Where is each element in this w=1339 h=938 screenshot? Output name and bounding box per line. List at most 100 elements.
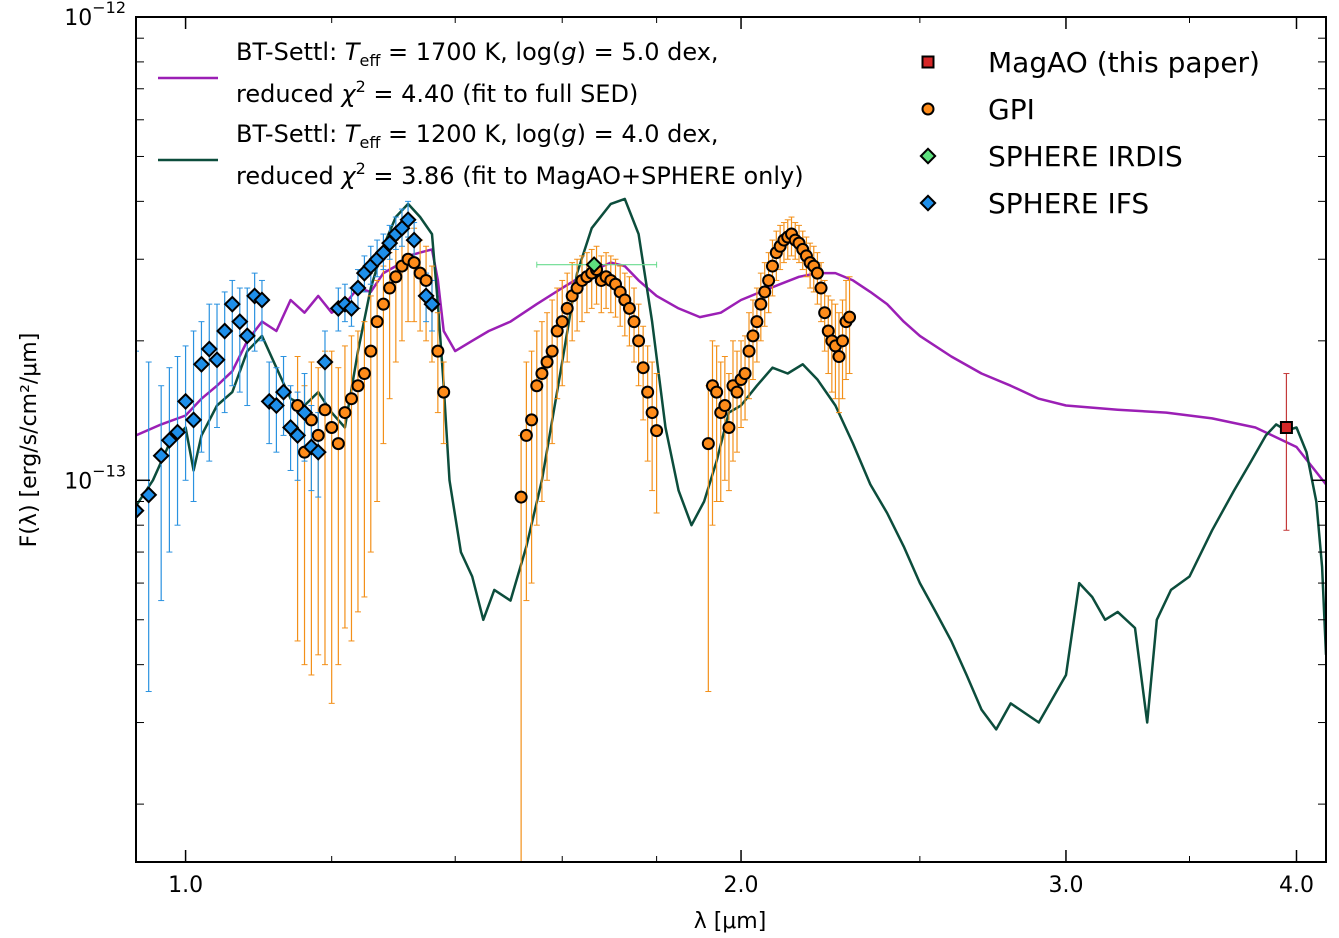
- legend-label-magao: MagAO (this paper): [988, 46, 1260, 79]
- gpi-point: [338, 406, 352, 420]
- axis-ticks: [136, 16, 1326, 862]
- gpi-point: [718, 399, 732, 413]
- gpi-point: [318, 403, 332, 417]
- y-tick-label: 10−12: [64, 0, 126, 31]
- ifs-point: [140, 486, 158, 504]
- legend-text-part: eff: [359, 133, 381, 152]
- legend-text-part: eff: [359, 51, 381, 70]
- legend-text-part: ) = 4.0 dex,: [577, 120, 719, 148]
- legend-models: BT-Settl: Teff = 1700 K, log( g ) = 5.0 de…: [158, 38, 804, 190]
- ifs-point: [423, 295, 441, 313]
- gpi-point: [357, 367, 371, 381]
- ifs-point: [295, 404, 314, 422]
- gpi-point: [632, 334, 646, 348]
- ifs-point: [184, 411, 203, 429]
- legend-marker-gpi: [921, 102, 935, 116]
- gpi-point: [370, 315, 384, 329]
- gpi-point: [636, 361, 650, 375]
- ifs-point: [374, 244, 392, 262]
- legend-marker-ifs: [919, 194, 937, 212]
- ifs-point: [160, 431, 178, 449]
- plot-frame: [135, 16, 1327, 863]
- legend-text-part: = 1700 K, log(: [380, 38, 561, 66]
- x-tick-label: 1.0: [168, 873, 203, 898]
- legend-label-bt_1700-line2: reduced χ2 = 4.40 (fit to full SED): [236, 77, 638, 108]
- gpi-point: [738, 367, 752, 381]
- gpi-point: [331, 437, 345, 451]
- y-tick-exponent: −12: [92, 0, 126, 17]
- gpi-point: [437, 385, 451, 399]
- y-tick-exponent: −13: [92, 461, 126, 480]
- legend-marker-irdis: [919, 147, 937, 165]
- gpi-point: [730, 385, 744, 399]
- ifs-point: [238, 327, 256, 345]
- ifs-point: [309, 443, 327, 461]
- ifs-point: [168, 423, 187, 441]
- gpi-point: [818, 306, 832, 320]
- legend-text-part: χ: [339, 80, 356, 108]
- ifs-point: [216, 322, 234, 340]
- y-tick-label: 10−13: [64, 461, 126, 494]
- ifs-point: [231, 313, 249, 331]
- magao-point: [1279, 421, 1293, 435]
- gpi-point: [364, 344, 378, 358]
- model-line-bt_1200: [136, 197, 1326, 731]
- ifs-point: [342, 299, 361, 317]
- ifs-point: [349, 279, 367, 297]
- gpi-point: [407, 256, 421, 270]
- legend-text-part: BT-Settl:: [236, 38, 345, 66]
- gpi-point: [754, 297, 768, 311]
- gpi-point: [750, 315, 764, 329]
- legend-text-part: T: [345, 120, 362, 148]
- legend-label-bt_1200-line2: reduced χ2 = 3.86 (fit to MagAO+SPHERE o…: [236, 159, 804, 190]
- plot-clipped-group: [136, 197, 1326, 862]
- ifs-point: [289, 426, 307, 444]
- ifs-point: [152, 447, 170, 465]
- gpi-point: [832, 350, 846, 364]
- ifs-point: [246, 287, 264, 305]
- gpi-point: [383, 281, 397, 295]
- gpi-point: [814, 281, 828, 295]
- ifs-point: [177, 392, 195, 410]
- gpi-point: [431, 344, 445, 358]
- gpi-point: [627, 315, 641, 329]
- ifs-point: [253, 291, 271, 309]
- gpi-point: [710, 385, 724, 399]
- legend-text-part: ) = 5.0 dex,: [577, 38, 719, 66]
- y-tick-base: 10: [64, 469, 92, 494]
- gpi-point: [650, 424, 664, 438]
- gpi-point: [746, 329, 760, 343]
- gpi-point: [810, 266, 824, 280]
- legend-data: MagAO (this paper) GPI SPHERE IRDIS SPHERE …: [919, 46, 1260, 220]
- x-tick-label: 2.0: [724, 873, 759, 898]
- legend-text-part: reduced: [236, 162, 341, 190]
- gpi-point: [560, 301, 574, 315]
- gpi-point: [389, 270, 403, 284]
- legend-text-part: 2: [356, 159, 366, 178]
- gpi-point: [843, 310, 857, 324]
- irdis-point: [585, 256, 603, 274]
- legend-marker-magao: [921, 55, 935, 69]
- gpi-point: [758, 285, 772, 299]
- gpi-point: [555, 315, 569, 329]
- ifs-point: [405, 231, 423, 249]
- gpi-point: [722, 421, 736, 435]
- ifs-point: [260, 392, 278, 410]
- y-axis-title-text: F(λ) [erg/s/cm²/μm]: [17, 333, 42, 548]
- legend-text-part: = 3.86 (fit to MagAO+SPHERE only): [366, 162, 804, 190]
- legend-text-part: 2: [356, 77, 366, 96]
- gpi-point: [376, 297, 390, 311]
- gpi-point: [535, 367, 549, 381]
- legend-text-part: g: [561, 120, 576, 148]
- gpi-point: [641, 385, 655, 399]
- legend-label-bt_1200-line1: BT-Settl: Teff = 1200 K, log(g) = 4.0 de…: [236, 120, 719, 152]
- gpi-point: [311, 428, 325, 442]
- y-axis-title: F(λ) [erg/s/cm²/μm]: [17, 333, 42, 548]
- legend-text-part: = 4.40 (fit to full SED): [366, 80, 639, 108]
- legend-text-part: BT-Settl:: [236, 120, 345, 148]
- gpi-point: [419, 273, 433, 287]
- gpi-point: [701, 437, 715, 451]
- gpi-point: [762, 273, 776, 287]
